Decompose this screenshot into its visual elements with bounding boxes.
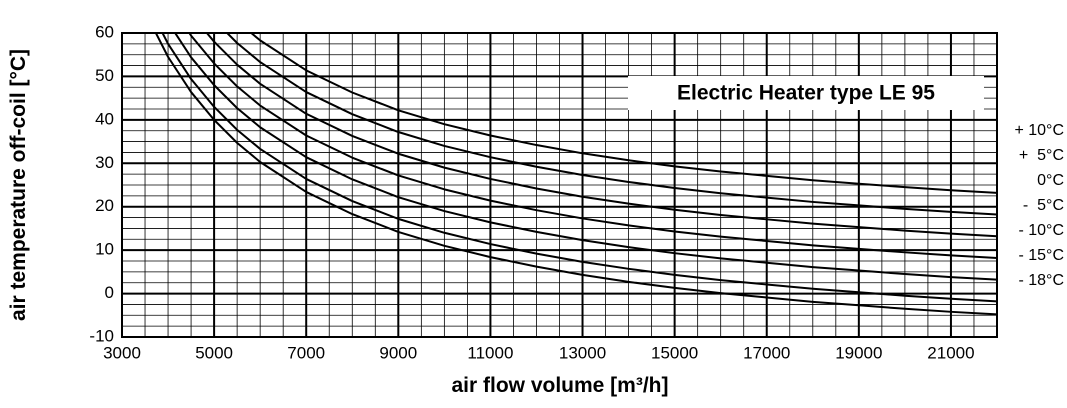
y-tick-label: 40	[95, 109, 114, 128]
legend-entry: 0°C	[1037, 172, 1064, 189]
y-tick-label: -10	[89, 326, 114, 345]
legend-entry: - 5°C	[1023, 197, 1064, 214]
legend-entry: - 10°C	[1018, 222, 1064, 239]
curve	[225, 33, 997, 216]
x-tick-label: 13000	[559, 343, 606, 362]
legend-entry: - 18°C	[1018, 272, 1064, 289]
y-tick-label: 60	[95, 22, 114, 41]
legend-entry: - 15°C	[1018, 247, 1064, 264]
lines	[154, 33, 997, 316]
annotation-box	[628, 76, 984, 110]
curve	[249, 33, 997, 194]
curve	[173, 33, 997, 281]
curve	[188, 33, 997, 259]
x-tick-label: 7000	[287, 343, 325, 362]
x-tick-label: 3000	[103, 343, 141, 362]
x-axis-label: air flow volume [m³/h]	[451, 374, 668, 397]
y-tick-label: 10	[95, 240, 114, 259]
plot-frame	[121, 32, 998, 338]
x-tick-label: 9000	[379, 343, 417, 362]
x-tick-label: 11000	[467, 343, 513, 362]
y-tick-label: 50	[95, 66, 114, 85]
x-tick-label: 5000	[195, 343, 233, 362]
legend-entry: + 10°C	[1014, 122, 1064, 139]
curve	[154, 33, 997, 316]
legend-entry: + 5°C	[1019, 147, 1064, 164]
annotation: Electric Heater type LE 95	[677, 82, 935, 105]
y-axis-label: air temperature off-coil [°C]	[7, 49, 30, 321]
legend-box	[998, 117, 1067, 297]
y-tick-label: 20	[95, 196, 114, 215]
curve	[205, 33, 997, 238]
curve	[161, 33, 997, 303]
x-tick-label: 19000	[835, 343, 882, 362]
x-tick-label: 17000	[743, 343, 790, 362]
y-tick-label: 0	[105, 283, 114, 302]
x-tick-label: 15000	[651, 343, 698, 362]
y-tick-label: 30	[95, 153, 114, 172]
x-tick-label: 21000	[927, 343, 974, 362]
